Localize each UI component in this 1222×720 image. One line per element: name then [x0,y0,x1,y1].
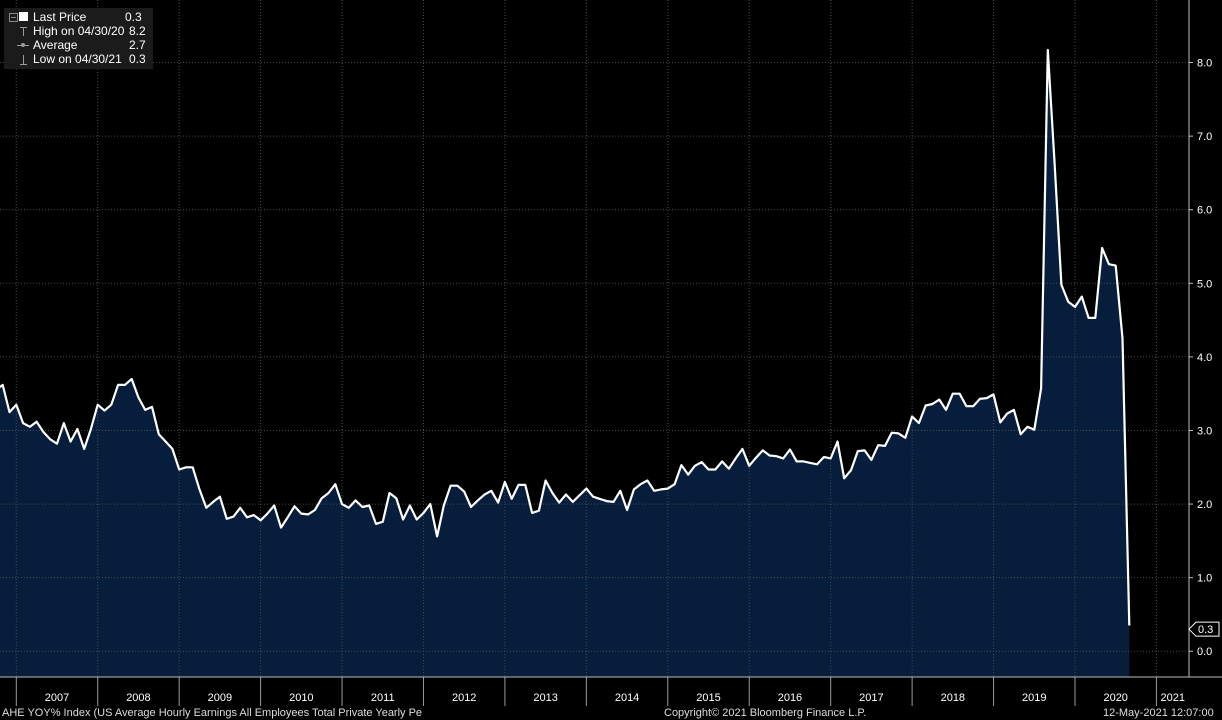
square-icon [17,11,29,23]
legend: Last Price 0.3 High on 04/30/20 8.2 Aver… [4,8,153,69]
average-marker-icon [17,39,29,51]
legend-value: 0.3 [129,52,146,66]
x-axis-tick-labels: 2007 2008 2009 2010 2011 2012 2013 2014 2015 2016… [45,692,1185,704]
x-tick-label: 2016 [778,692,802,704]
high-marker-icon [17,25,29,37]
y-tick-label: 4.0 [1197,352,1212,364]
x-tick-label: 2018 [941,692,965,704]
y-tick-label: 2.0 [1197,499,1212,511]
legend-label: Last Price [33,10,87,24]
y-tick-label: 8.0 [1197,58,1212,70]
y-tick-label: 0.0 [1197,646,1212,658]
y-tick-label: 7.0 [1197,131,1212,143]
y-tick-label: 3.0 [1197,425,1212,437]
x-tick-label: 2013 [533,692,557,704]
last-value-badge: 0.3 [1188,621,1220,637]
x-tick-label: 2007 [45,692,69,704]
legend-label: Low on 04/30/21 [33,52,122,66]
legend-row-average: Average 2.7 [8,38,149,52]
y-tick-label: 1.0 [1197,573,1212,585]
series-line [0,48,1131,626]
x-tick-label: 2019 [1022,692,1046,704]
x-tick-label: 2015 [696,692,720,704]
y-tick-label: 6.0 [1197,205,1212,217]
footer-bar: AHE YOY% Index (US Average Hourly Earnin… [0,706,1222,720]
timestamp: 12-May-2021 12:07:00 [1103,707,1214,719]
legend-row-high: High on 04/30/20 8.2 [8,24,149,38]
x-tick-label: 2020 [1103,692,1127,704]
x-tick-label: 2010 [289,692,313,704]
y-axis-tick-labels: 0.0 1.0 2.0 3.0 4.0 5.0 6.0 7.0 8.0 [1197,58,1212,659]
x-tick-label: 2017 [859,692,883,704]
minus-box-icon[interactable] [9,12,18,22]
gridlines [0,0,1189,677]
series-area-fill [0,50,1130,677]
copyright-text: Copyright© 2021 Bloomberg Finance L.P. [664,707,867,719]
legend-row-last-price: Last Price 0.3 [8,10,149,24]
legend-value: 2.7 [129,38,146,52]
series-description: AHE YOY% Index (US Average Hourly Earnin… [2,707,423,719]
x-tick-label: 2008 [126,692,150,704]
legend-label: High on 04/30/20 [33,24,125,38]
x-tick-label: 2021 [1160,692,1184,704]
x-tick-label: 2014 [615,692,639,704]
legend-label: Average [33,38,78,52]
last-value-badge-shape [1188,621,1220,637]
low-marker-icon [17,53,29,65]
legend-value: 0.3 [125,10,142,24]
x-tick-label: 2012 [452,692,476,704]
x-tick-label: 2011 [371,692,395,704]
y-tick-label: 5.0 [1197,278,1212,290]
last-value-label: 0.3 [1198,624,1213,636]
legend-row-low: Low on 04/30/21 0.3 [8,52,149,66]
x-tick-label: 2009 [208,692,232,704]
legend-value: 8.2 [129,24,146,38]
